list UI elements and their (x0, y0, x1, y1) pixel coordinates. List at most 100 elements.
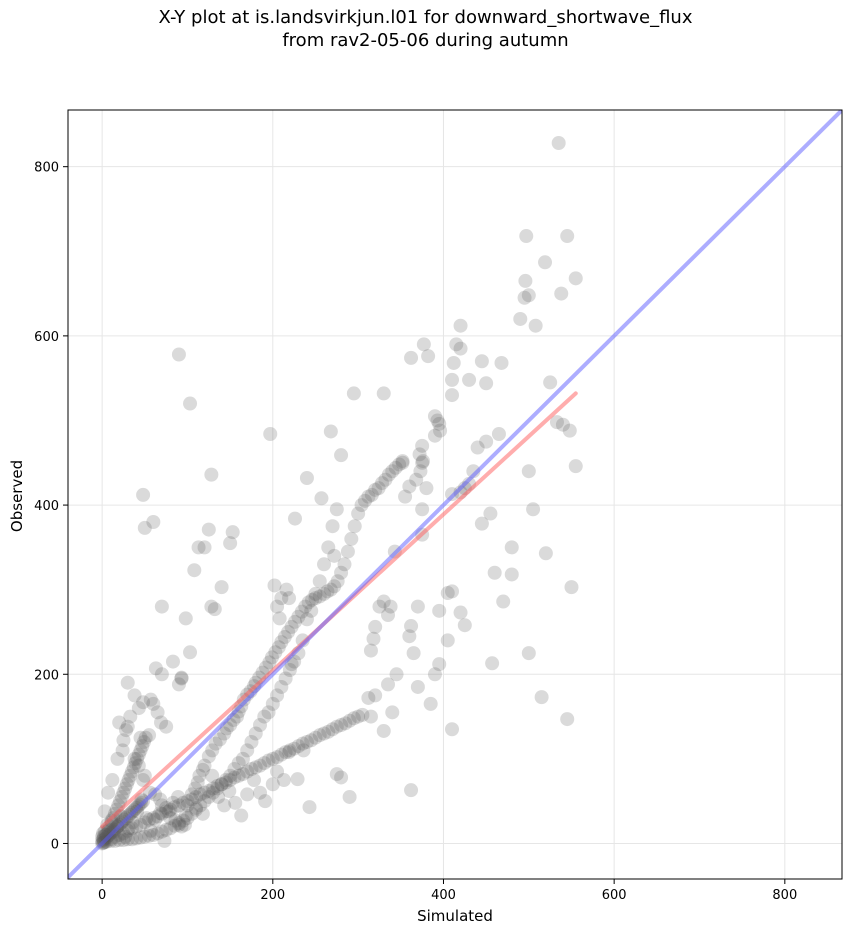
y-tick-label: 0 (51, 837, 59, 852)
scatter-point (118, 829, 133, 844)
scatter-point (240, 764, 255, 779)
scatter-point (409, 472, 424, 487)
scatter-point (95, 832, 110, 847)
scatter-point (427, 409, 442, 424)
scatter-point (138, 730, 153, 745)
scatter-point (263, 427, 278, 442)
scatter-point (137, 829, 152, 844)
scatter-point (133, 830, 148, 845)
scatter-point (519, 229, 534, 244)
scatter-point (321, 724, 336, 739)
scatter-point (474, 354, 489, 369)
scatter-point (119, 723, 134, 738)
scatter-point (513, 311, 528, 326)
scatter-point (240, 787, 255, 802)
scatter-point (389, 667, 404, 682)
scatter-point (97, 804, 112, 819)
x-tick-label: 0 (98, 888, 106, 903)
chart-title: X-Y plot at is.landsvirkjun.l01 for down… (158, 7, 693, 28)
identity-line (68, 110, 842, 879)
scatter-point (228, 795, 243, 810)
scatter-point (197, 540, 212, 555)
scatter-point (421, 349, 436, 364)
scatter-point (433, 423, 448, 438)
plot-frame (67, 109, 843, 880)
scatter-point (270, 688, 285, 703)
scatter-point (112, 833, 127, 848)
scatter-point (137, 520, 152, 535)
scatter-point (154, 806, 169, 821)
scatter-point (143, 823, 158, 838)
scatter-point (402, 629, 417, 644)
scatter-point (298, 599, 313, 614)
scatter-point (470, 440, 485, 455)
scatter-point (416, 337, 431, 352)
scatter-point (262, 655, 277, 670)
scatter-point (281, 624, 296, 639)
scatter-point (440, 586, 455, 601)
scatter-point (312, 589, 327, 604)
scatter-point (148, 812, 163, 827)
scatter-point (133, 817, 148, 832)
scatter-point (427, 667, 442, 682)
y-tick-label: 600 (34, 330, 59, 345)
scatter-point (402, 479, 417, 494)
scatter-point (244, 734, 259, 749)
scatter-point (296, 743, 311, 758)
scatter-point (214, 777, 229, 792)
scatter-point (270, 599, 285, 614)
scatter-point (174, 671, 189, 686)
scatter-point (146, 514, 161, 529)
scatter-point (188, 781, 203, 796)
scatter-point (395, 454, 410, 469)
scatter-point (338, 716, 353, 731)
scatter-point (148, 661, 163, 676)
scatter-point (388, 460, 403, 475)
x-tick-label: 600 (602, 888, 627, 903)
scatter-point (116, 826, 131, 841)
scatter-point (201, 749, 216, 764)
scatter-point (159, 804, 174, 819)
scatter-point (171, 789, 186, 804)
scatter-point (526, 502, 541, 517)
scatter-point (361, 489, 376, 504)
scatter-point (368, 482, 383, 497)
scatter-point (321, 540, 336, 555)
scatter-point (287, 511, 302, 526)
scatter-point (143, 692, 158, 707)
scatter-point (189, 789, 204, 804)
scatter-point (392, 457, 407, 472)
scatter-point (159, 822, 174, 837)
scatter-point (257, 756, 272, 771)
y-tick-label: 800 (34, 161, 59, 176)
scatter-point (371, 481, 386, 496)
scatter-point (494, 355, 509, 370)
scatter-point (521, 646, 536, 661)
scatter-point (383, 599, 398, 614)
scatter-point (197, 794, 212, 809)
scatter-point (543, 375, 558, 390)
scatter-point (317, 557, 332, 572)
scatter-point (549, 415, 564, 430)
scatter-point (248, 726, 263, 741)
x-tick-label: 400 (431, 888, 456, 903)
scatter-point (161, 804, 176, 819)
scatter-point (258, 794, 273, 809)
scatter-point (212, 732, 227, 747)
scatter-point (337, 557, 352, 572)
scatter-point (114, 789, 129, 804)
scatter-point (453, 605, 468, 620)
scatter-point (274, 635, 289, 650)
scatter-point (142, 812, 157, 827)
scatter-point (351, 709, 366, 724)
scatter-point (314, 491, 329, 506)
scatter-point (218, 773, 233, 788)
scatter-point (177, 817, 192, 832)
scatter-point (137, 815, 152, 830)
scatter-point (327, 548, 342, 563)
scatter-point (534, 690, 549, 705)
scatter-point (180, 794, 195, 809)
scatter-point (299, 734, 314, 749)
scatter-point (554, 286, 569, 301)
scatter-point (136, 487, 151, 502)
